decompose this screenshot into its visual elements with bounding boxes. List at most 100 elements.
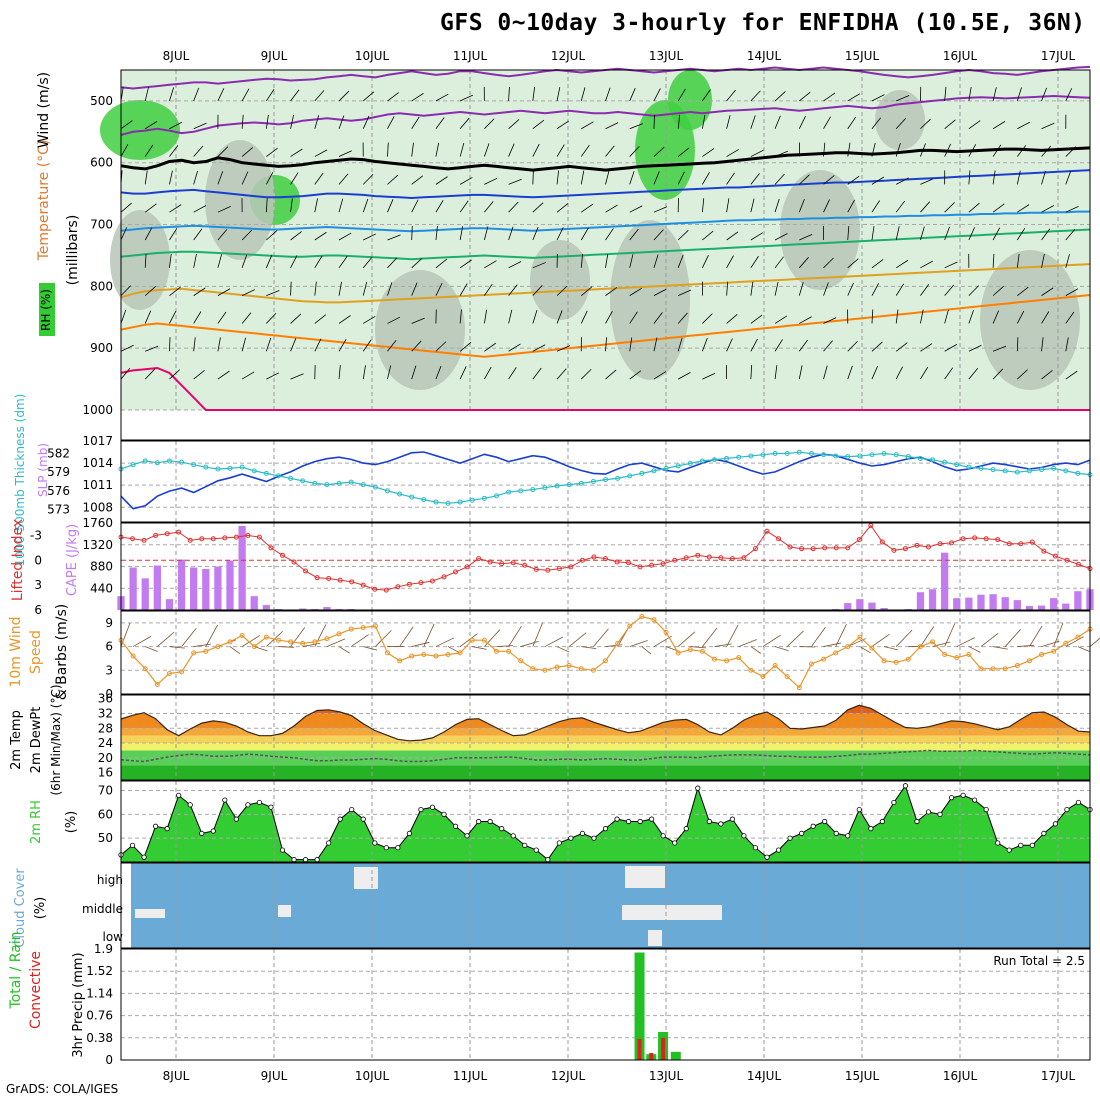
wind-barb	[290, 255, 298, 269]
wind-barb	[653, 371, 666, 380]
thickness-point	[627, 473, 633, 479]
precip-convective-bar	[661, 1037, 666, 1060]
wind10m-barb	[629, 640, 648, 647]
thickness-point	[215, 466, 221, 472]
rh2m-point	[545, 857, 551, 863]
wind10m-speed-point	[191, 650, 197, 656]
thickness-point	[142, 458, 148, 464]
date-tick-label: 8JUL	[163, 1069, 190, 1083]
wind-barb	[750, 115, 756, 129]
cape-bar	[868, 602, 876, 610]
wind10m-speed-point	[348, 626, 354, 632]
thickness-line	[120, 451, 1091, 504]
lifted-index-point	[787, 544, 793, 550]
rh2m-point	[418, 806, 424, 813]
thickness-point	[191, 462, 197, 468]
wind-barb	[290, 89, 300, 102]
wind-barb	[387, 340, 397, 352]
wind-barb	[871, 366, 878, 380]
cape-bar	[1050, 598, 1058, 610]
wind10m-barb	[859, 646, 871, 654]
wind-barb	[314, 90, 325, 102]
cape-bar	[880, 608, 888, 610]
wind-barb	[968, 227, 976, 241]
wind10m-barb	[714, 643, 732, 647]
thickness-point	[324, 482, 330, 488]
rh2m-point	[314, 857, 320, 863]
wind-barb	[265, 171, 274, 185]
rh2m-point	[602, 826, 609, 832]
wind-barb	[920, 309, 924, 324]
rh2m-point	[164, 826, 170, 832]
thickness-point	[566, 482, 572, 488]
wind-barb	[144, 144, 154, 157]
thickness-point	[179, 459, 185, 465]
cloud-patch	[625, 866, 665, 888]
wind10m-speed-point	[1039, 651, 1045, 657]
wind-barb	[750, 365, 753, 380]
wind-barb	[629, 254, 634, 268]
isotherm-25	[120, 294, 1091, 358]
thickness-point	[227, 465, 233, 471]
wind-barb	[944, 202, 955, 213]
isotherm-5	[120, 169, 1091, 200]
wind-barb	[290, 373, 304, 380]
thickness-point	[506, 489, 512, 495]
rh2m-point	[279, 847, 286, 853]
rh2m-point	[556, 840, 562, 846]
thickness-point	[845, 454, 851, 460]
rh2m-point	[1041, 830, 1047, 837]
rh2m-point	[199, 830, 205, 837]
precip-convective-bar	[637, 1038, 642, 1060]
wind-barb	[944, 344, 958, 352]
cape-bar	[989, 594, 997, 610]
wind-barb	[968, 368, 979, 380]
lifted-index-point	[1075, 561, 1081, 567]
wind-barb	[556, 345, 571, 352]
wind10m-barb	[1004, 629, 1021, 647]
wind-barb	[847, 116, 856, 129]
isotherm-m5	[120, 94, 1091, 136]
lifted-index-point	[776, 536, 782, 542]
thickness-point	[663, 465, 669, 471]
rh2m-point	[522, 842, 528, 848]
wind-barb	[1041, 145, 1052, 157]
wind-barb	[750, 198, 755, 213]
wind10m-barb	[835, 624, 847, 647]
rh2m-point	[210, 828, 216, 834]
lifted-index-point	[522, 562, 528, 568]
wind-barb	[169, 310, 177, 324]
wind10m-barb	[472, 646, 487, 650]
wind-barb	[169, 337, 171, 352]
wind-barb	[968, 285, 979, 296]
cape-bar	[856, 599, 864, 610]
wind-barb	[314, 255, 323, 269]
wind-barb	[459, 226, 464, 241]
wind-barb	[459, 283, 468, 296]
humidity-region	[375, 270, 465, 390]
wind-barb	[290, 114, 294, 129]
wind-barb	[411, 365, 417, 380]
wind-barb	[362, 174, 374, 185]
rh2m-point	[291, 857, 297, 863]
thickness-tick-label: 573	[47, 503, 70, 517]
wind-barb	[556, 368, 567, 380]
wind10m-barb	[193, 643, 211, 647]
lifted-index-point	[729, 556, 735, 562]
wind10m-speed-point	[699, 648, 705, 654]
thickness-point	[493, 493, 499, 499]
wind-barb	[387, 257, 398, 269]
thickness-point	[724, 455, 730, 461]
wind10m-barb	[447, 646, 460, 653]
lifted-index-point	[799, 546, 805, 552]
wind-barb	[653, 254, 659, 268]
thickness-point	[869, 452, 875, 458]
lifted-index-point	[810, 546, 816, 552]
date-tick-label: 12JUL	[551, 49, 586, 63]
rh2m-point	[706, 818, 712, 825]
wind-barb	[629, 337, 633, 352]
wind-barb	[678, 289, 692, 297]
wind-barb	[798, 116, 806, 129]
wind-barb	[290, 198, 293, 213]
wind-barb	[823, 365, 828, 380]
